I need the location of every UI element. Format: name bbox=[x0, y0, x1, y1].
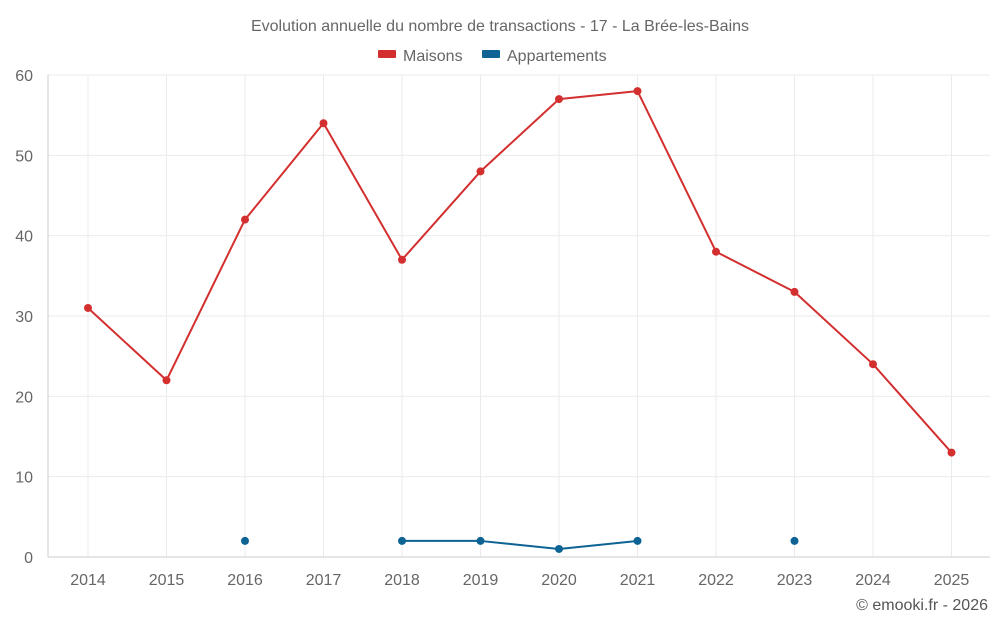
data-point-maisons-2021 bbox=[633, 87, 642, 96]
y-tick-label-60: 60 bbox=[15, 68, 33, 85]
legend-label-maisons[interactable]: Maisons bbox=[403, 48, 463, 65]
x-tick-label-2014: 2014 bbox=[70, 572, 106, 589]
y-tick-label-30: 30 bbox=[15, 309, 33, 326]
series bbox=[84, 87, 956, 553]
data-point-maisons-2018 bbox=[398, 255, 406, 264]
data-point-maisons-2016 bbox=[241, 215, 249, 224]
data-point-maisons-2020 bbox=[555, 95, 563, 104]
legend-label-appartements[interactable]: Appartements bbox=[507, 48, 607, 65]
axes: 0 10 20 30 40 50 60 2014 2015 2016 2017 2018 2019 202… bbox=[15, 68, 990, 589]
series-line-appartements-1 bbox=[402, 539, 638, 550]
x-tick-label-2017: 2017 bbox=[306, 572, 342, 589]
y-tick-label-10: 10 bbox=[15, 470, 33, 487]
x-tick-label-2021: 2021 bbox=[620, 572, 656, 589]
data-point-maisons-2022 bbox=[712, 247, 720, 256]
data-point-maisons-2023 bbox=[790, 287, 799, 296]
x-tick-label-2019: 2019 bbox=[463, 572, 499, 589]
x-tick-label-2018: 2018 bbox=[384, 572, 420, 589]
series-line-maisons-0 bbox=[87, 90, 953, 454]
grid bbox=[48, 74, 990, 557]
data-point-appartements-2020 bbox=[555, 544, 563, 553]
data-point-maisons-2024 bbox=[869, 360, 877, 369]
legend-swatch-maisons[interactable] bbox=[378, 50, 396, 58]
data-point-maisons-2019 bbox=[476, 167, 485, 176]
data-point-appartements-2023 bbox=[790, 536, 799, 545]
credit-text: © emooki.fr - 2026 bbox=[856, 597, 988, 614]
x-tick-label-2022: 2022 bbox=[698, 572, 734, 589]
x-tick-label-2015: 2015 bbox=[149, 572, 185, 589]
data-point-maisons-2025 bbox=[947, 448, 956, 457]
y-tick-label-40: 40 bbox=[15, 229, 33, 246]
legend-swatch-appartements[interactable] bbox=[482, 50, 500, 58]
data-point-maisons-2015 bbox=[162, 376, 171, 385]
x-tick-label-2024: 2024 bbox=[855, 572, 891, 589]
series-appartements bbox=[241, 536, 799, 553]
data-point-appartements-2019 bbox=[476, 536, 485, 545]
chart-title: Evolution annuelle du nombre de transact… bbox=[251, 18, 749, 35]
y-tick-label-50: 50 bbox=[15, 148, 33, 165]
data-point-maisons-2017 bbox=[319, 119, 328, 128]
series-maisons bbox=[84, 87, 956, 457]
data-point-maisons-2014 bbox=[84, 303, 92, 312]
x-tick-label-2023: 2023 bbox=[777, 572, 813, 589]
data-point-appartements-2021 bbox=[633, 536, 642, 545]
y-tick-label-20: 20 bbox=[15, 389, 33, 406]
y-tick-label-0: 0 bbox=[24, 550, 33, 567]
x-tick-label-2016: 2016 bbox=[227, 572, 263, 589]
data-point-appartements-2018 bbox=[398, 536, 406, 545]
x-tick-label-2020: 2020 bbox=[541, 572, 577, 589]
legend: Maisons Appartements bbox=[378, 48, 607, 65]
x-tick-label-2025: 2025 bbox=[934, 572, 970, 589]
data-point-appartements-2016 bbox=[241, 536, 249, 545]
